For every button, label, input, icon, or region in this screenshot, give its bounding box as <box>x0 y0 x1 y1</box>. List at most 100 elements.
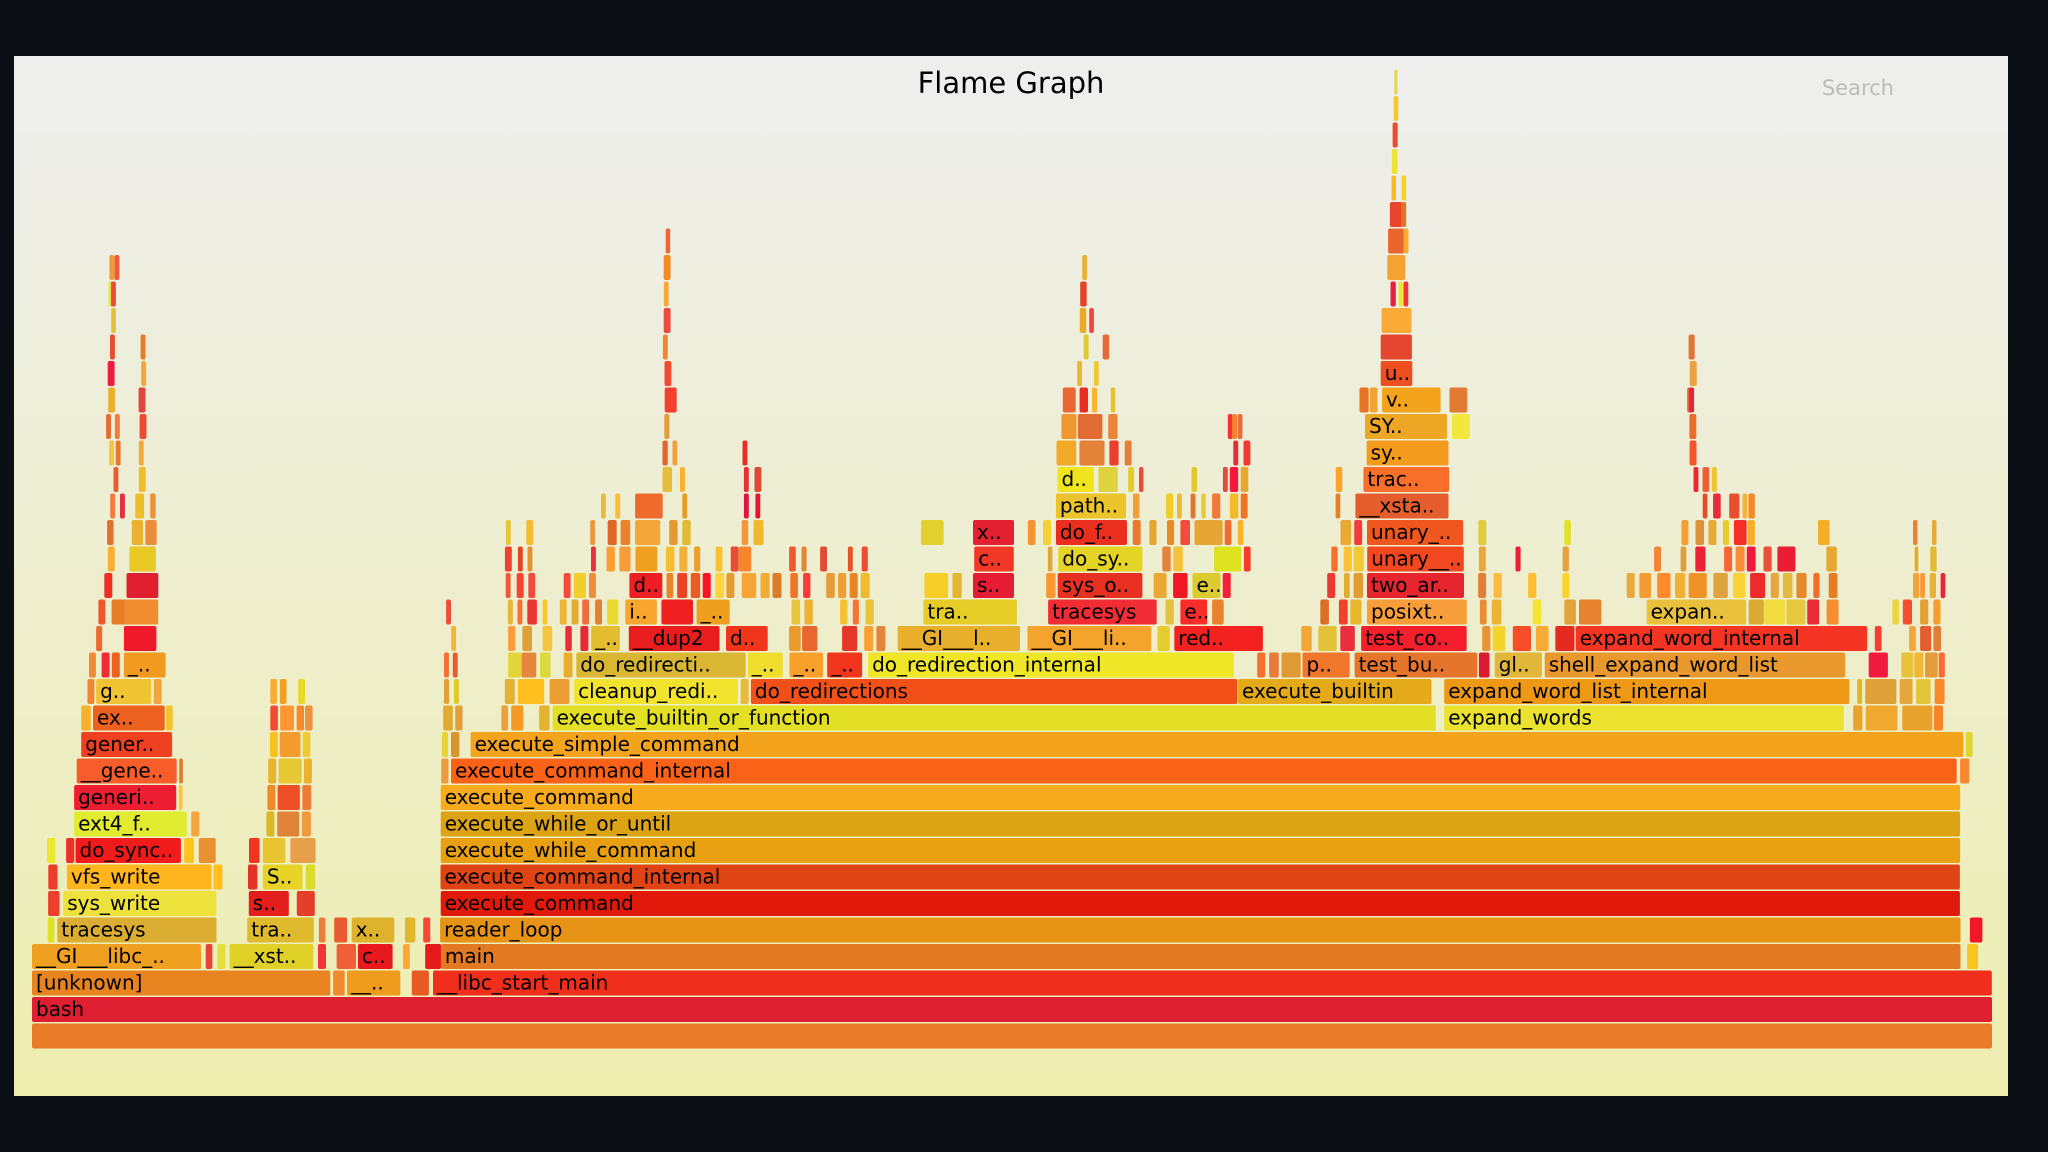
flame-frame[interactable] <box>754 467 762 492</box>
flame-frame[interactable] <box>1713 493 1721 519</box>
flame-frame[interactable] <box>107 546 115 572</box>
flame-frame[interactable] <box>690 573 701 598</box>
flame-frame[interactable] <box>1934 705 1943 731</box>
frame-rect[interactable] <box>865 599 874 625</box>
frame-rect[interactable] <box>1391 149 1398 174</box>
frame-rect[interactable] <box>76 758 177 784</box>
flame-frame[interactable] <box>249 838 260 863</box>
frame-rect[interactable] <box>801 546 807 572</box>
frame-rect[interactable] <box>1335 467 1343 492</box>
frame-rect[interactable] <box>267 785 276 810</box>
frame-rect[interactable] <box>747 652 783 678</box>
frame-rect[interactable] <box>1237 520 1244 545</box>
flame-frame[interactable] <box>662 334 668 360</box>
flame-frame[interactable] <box>601 493 606 519</box>
flame-frame[interactable] <box>110 334 115 360</box>
flame-frame[interactable] <box>217 944 226 969</box>
flame-frame[interactable] <box>715 573 725 598</box>
frame-rect[interactable] <box>1713 493 1721 519</box>
flame-frame[interactable] <box>126 573 159 598</box>
flame-frame[interactable] <box>1046 573 1056 598</box>
flame-frame[interactable] <box>451 732 460 757</box>
flame-frame[interactable] <box>760 573 770 598</box>
flame-frame[interactable]: gener.. <box>81 732 173 757</box>
frame-rect[interactable] <box>1301 626 1312 651</box>
frame-rect[interactable] <box>165 705 173 731</box>
frame-rect[interactable] <box>110 334 115 360</box>
frame-rect[interactable] <box>726 573 735 598</box>
flame-frame[interactable] <box>664 387 677 413</box>
flame-frame[interactable] <box>715 546 723 572</box>
frame-rect[interactable] <box>1711 467 1717 492</box>
flame-frame[interactable] <box>1920 573 1925 598</box>
flame-frame[interactable]: s.. <box>973 573 1014 598</box>
frame-rect[interactable] <box>1807 599 1820 625</box>
frame-rect[interactable] <box>635 493 663 519</box>
frame-rect[interactable] <box>739 546 752 572</box>
frame-rect[interactable] <box>974 546 1014 572</box>
flame-frame[interactable] <box>606 546 615 572</box>
frame-rect[interactable] <box>803 573 811 598</box>
frame-rect[interactable] <box>1353 573 1363 598</box>
frame-rect[interactable] <box>760 573 770 598</box>
frame-rect[interactable] <box>508 626 516 651</box>
frame-rect[interactable] <box>1387 255 1406 280</box>
frame-rect[interactable] <box>1157 626 1170 651</box>
flame-frame[interactable] <box>48 864 58 890</box>
flame-frame[interactable] <box>682 493 688 519</box>
flame-frame[interactable] <box>1564 599 1576 625</box>
flame-frame[interactable] <box>1401 175 1407 201</box>
flame-frame[interactable] <box>1826 546 1837 572</box>
frame-rect[interactable] <box>1722 520 1730 545</box>
flame-frame[interactable] <box>1391 175 1397 201</box>
flame-frame[interactable] <box>505 520 511 545</box>
frame-rect[interactable] <box>114 414 120 439</box>
flame-frame[interactable] <box>109 440 115 466</box>
flame-frame[interactable] <box>1675 573 1686 598</box>
flame-frame[interactable] <box>1478 573 1487 598</box>
frame-rect[interactable] <box>303 758 312 784</box>
frame-rect[interactable] <box>664 414 670 439</box>
frame-rect[interactable] <box>1027 520 1036 545</box>
flame-frame[interactable] <box>1354 520 1363 545</box>
flame-frame[interactable] <box>661 599 693 625</box>
frame-rect[interactable] <box>1093 361 1099 386</box>
flame-frame[interactable] <box>1913 520 1918 545</box>
frame-rect[interactable] <box>973 520 1014 545</box>
flame-frame[interactable] <box>1695 520 1705 545</box>
flame-frame[interactable] <box>1343 546 1352 572</box>
flame-frame[interactable] <box>1369 387 1378 413</box>
flame-frame[interactable] <box>1742 493 1748 519</box>
flame-frame[interactable] <box>178 785 183 810</box>
frame-rect[interactable] <box>1353 546 1364 572</box>
flame-frame[interactable] <box>516 573 524 598</box>
flame-frame[interactable] <box>517 546 523 572</box>
frame-rect[interactable] <box>1380 334 1412 360</box>
frame-rect[interactable] <box>662 334 668 360</box>
flame-frame[interactable] <box>1874 626 1882 651</box>
flame-frame[interactable]: __dup2 <box>628 626 720 651</box>
flame-frame[interactable]: unary__.. <box>1367 546 1464 572</box>
flame-frame[interactable]: x.. <box>973 520 1014 545</box>
flame-frame[interactable] <box>1452 414 1470 439</box>
flame-frame[interactable] <box>803 573 811 598</box>
flame-frame[interactable] <box>135 493 145 519</box>
flame-frame[interactable] <box>743 467 749 492</box>
flame-frame[interactable] <box>104 573 113 598</box>
flame-frame[interactable] <box>1240 467 1249 492</box>
frame-rect[interactable] <box>973 573 1014 598</box>
frame-rect[interactable] <box>1381 308 1412 333</box>
frame-rect[interactable] <box>1702 493 1708 519</box>
frame-rect[interactable] <box>663 308 671 333</box>
frame-rect[interactable] <box>451 626 457 651</box>
flame-frame[interactable] <box>1902 599 1912 625</box>
flame-frame[interactable] <box>1920 599 1929 625</box>
flame-frame[interactable] <box>1750 573 1766 598</box>
flame-frame[interactable] <box>1388 228 1404 254</box>
frame-rect[interactable] <box>1934 705 1943 731</box>
flame-frame[interactable] <box>1392 122 1398 148</box>
flame-frame[interactable] <box>1318 626 1337 651</box>
flame-frame[interactable] <box>1098 467 1118 492</box>
frame-rect[interactable] <box>1338 599 1348 625</box>
frame-rect[interactable] <box>1967 944 1979 969</box>
